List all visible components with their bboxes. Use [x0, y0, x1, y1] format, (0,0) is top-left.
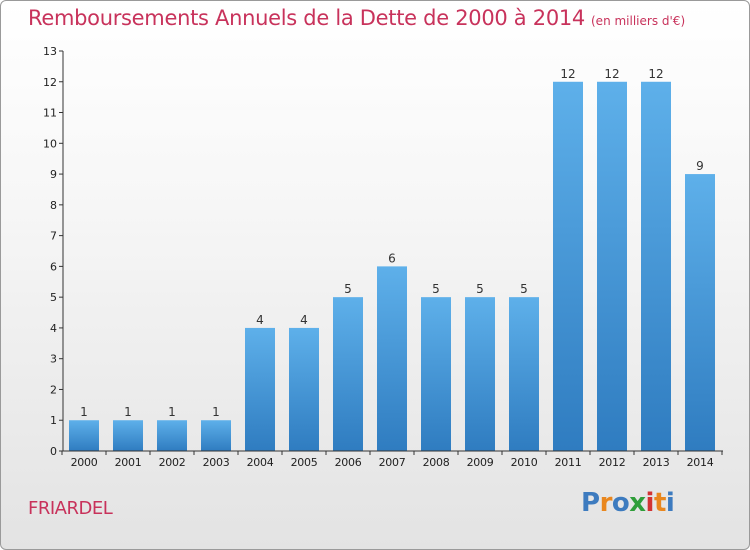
x-tick-label: 2003: [203, 456, 230, 469]
x-tick-label: 2013: [643, 456, 670, 469]
bars-group: [69, 81, 715, 452]
chart-title-text: Remboursements Annuels de la Dette de 20…: [28, 6, 585, 30]
x-tick-label: 2014: [687, 456, 714, 469]
y-tick-label: 12: [43, 76, 57, 89]
bar-value-label: 5: [520, 282, 528, 296]
logo-letter: P: [581, 488, 600, 518]
x-tick-label: 2011: [555, 456, 582, 469]
x-tick-label: 2006: [335, 456, 362, 469]
y-tick-label: 6: [50, 260, 57, 273]
x-tick-label: 2008: [423, 456, 450, 469]
y-tick-label: 7: [50, 230, 57, 243]
bar: [201, 420, 231, 451]
bar: [465, 297, 495, 451]
commune-name: FRIARDEL: [28, 498, 113, 519]
bar-value-label: 1: [212, 405, 220, 419]
bar-value-label: 6: [388, 251, 396, 265]
y-tick-label: 8: [50, 199, 57, 212]
logo-letter: i: [665, 488, 675, 518]
y-tick-label: 0: [50, 445, 57, 458]
y-tick-label: 1: [50, 414, 57, 427]
x-tick-label: 2009: [467, 456, 494, 469]
bar: [333, 297, 363, 451]
bar-value-label: 4: [300, 313, 308, 327]
bar: [421, 297, 451, 451]
bar-value-label: 4: [256, 313, 264, 327]
y-tick-label: 5: [50, 291, 57, 304]
logo-letter: x: [629, 488, 646, 518]
labels-group: 1 2000 1 2001 1 2002 1 2003 4 2004 4 2005 5 2006 6 2007…: [43, 45, 714, 469]
y-tick-label: 9: [50, 168, 57, 181]
bar-value-label: 1: [168, 405, 176, 419]
proxiti-logo: Proxiti: [581, 488, 675, 518]
bar: [641, 81, 671, 452]
logo-letter: o: [611, 488, 630, 518]
bar-value-label: 12: [604, 67, 619, 81]
x-tick-label: 2001: [115, 456, 142, 469]
bar-value-label: 12: [560, 67, 575, 81]
y-tick-label: 2: [50, 383, 57, 396]
x-tick-label: 2007: [379, 456, 406, 469]
chart-title: Remboursements Annuels de la Dette de 20…: [28, 6, 685, 30]
y-tick-label: 3: [50, 353, 57, 366]
chart-subtitle: (en milliers d'€): [591, 14, 686, 28]
bar-value-label: 1: [124, 405, 132, 419]
bar: [377, 266, 407, 451]
x-tick-label: 2000: [71, 456, 98, 469]
logo-letter: i: [645, 488, 655, 518]
bar-value-label: 9: [696, 159, 704, 173]
axes-group: [59, 50, 723, 455]
bar: [157, 420, 187, 451]
bar-value-label: 1: [80, 405, 88, 419]
y-tick-label: 11: [43, 107, 57, 120]
logo-letter: t: [653, 488, 666, 518]
logo-letter: r: [599, 488, 613, 518]
bar-value-label: 5: [344, 282, 352, 296]
bar: [289, 327, 319, 451]
y-tick-label: 4: [50, 322, 57, 335]
bar: [685, 174, 715, 452]
bar: [245, 327, 275, 451]
x-tick-label: 2004: [247, 456, 274, 469]
x-tick-label: 2002: [159, 456, 186, 469]
bar: [69, 420, 99, 451]
bar: [113, 420, 143, 451]
x-tick-label: 2010: [511, 456, 538, 469]
bar: [597, 81, 627, 452]
x-tick-label: 2012: [599, 456, 626, 469]
bar: [553, 81, 583, 452]
bar-value-label: 12: [648, 67, 663, 81]
bar-value-label: 5: [476, 282, 484, 296]
x-tick-label: 2005: [291, 456, 318, 469]
bar: [509, 297, 539, 451]
bar-value-label: 5: [432, 282, 440, 296]
y-tick-label: 10: [43, 137, 57, 150]
y-tick-label: 13: [43, 45, 57, 58]
